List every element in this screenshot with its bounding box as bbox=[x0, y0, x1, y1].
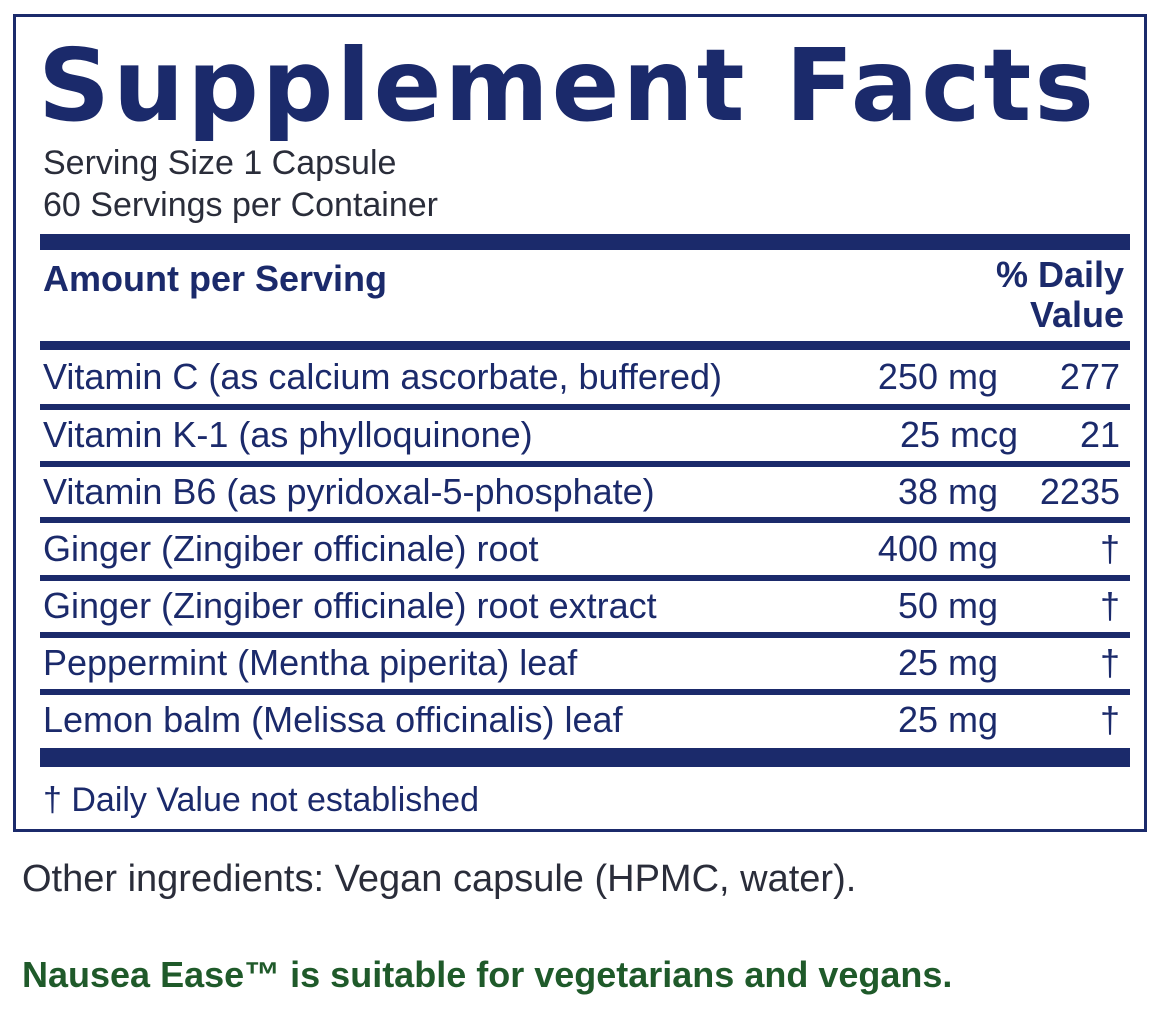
thick-divider-top bbox=[40, 234, 1130, 250]
nutrient-amount: 25 mg bbox=[897, 642, 998, 683]
daily-value-header-line1: % Daily bbox=[995, 254, 1124, 295]
row-divider bbox=[40, 632, 1130, 638]
daily-value-header-line2: Value bbox=[1029, 294, 1124, 335]
daily-value-header: % Daily Value bbox=[996, 255, 1124, 335]
nutrient-amount: 38 mg bbox=[897, 471, 998, 512]
nutrient-name: Peppermint (Mentha piperita) leaf bbox=[43, 642, 578, 683]
nutrient-amount: 25 mg bbox=[897, 699, 998, 740]
daily-value-footnote: † Daily Value not established bbox=[43, 781, 479, 819]
row-divider bbox=[40, 575, 1130, 581]
nutrient-daily-value: † bbox=[1099, 642, 1120, 683]
other-ingredients: Other ingredients: Vegan capsule (HPMC, … bbox=[22, 858, 857, 900]
nutrient-amount: 400 mg bbox=[877, 528, 998, 569]
nutrient-row: Vitamin B6 (as pyridoxal-5-phosphate) 38… bbox=[43, 467, 1120, 517]
nutrient-daily-value: 2235 bbox=[1039, 471, 1120, 512]
nutrient-name: Ginger (Zingiber officinale) root extrac… bbox=[43, 585, 657, 626]
nutrient-amount: 50 mg bbox=[897, 585, 998, 626]
nutrient-row: Vitamin K-1 (as phylloquinone) 25 mcg 21 bbox=[43, 410, 1120, 460]
nutrient-daily-value: † bbox=[1099, 528, 1120, 569]
nutrient-name: Vitamin K-1 (as phylloquinone) bbox=[43, 414, 533, 455]
panel-title: Supplement Facts bbox=[38, 27, 1097, 144]
nutrient-row: Ginger (Zingiber officinale) root extrac… bbox=[43, 581, 1120, 631]
nutrient-name: Ginger (Zingiber officinale) root bbox=[43, 528, 539, 569]
nutrient-amount: 25 mcg bbox=[899, 414, 1018, 455]
row-divider bbox=[40, 517, 1130, 523]
row-divider bbox=[40, 461, 1130, 467]
thick-divider-bottom bbox=[40, 748, 1130, 767]
nutrient-amount: 250 mg bbox=[877, 356, 998, 397]
amount-per-serving-header: Amount per Serving bbox=[43, 258, 388, 299]
nutrient-row: Lemon balm (Melissa officinalis) leaf 25… bbox=[43, 695, 1120, 745]
supplement-facts-panel: Supplement Facts Serving Size 1 Capsule … bbox=[13, 14, 1147, 832]
suitability-note: Nausea Ease™ is suitable for vegetarians… bbox=[22, 954, 953, 995]
nutrient-daily-value: 21 bbox=[1079, 414, 1120, 455]
nutrient-daily-value: † bbox=[1099, 585, 1120, 626]
row-divider bbox=[40, 689, 1130, 695]
nutrient-daily-value: † bbox=[1099, 699, 1120, 740]
medium-divider-header bbox=[40, 341, 1130, 350]
row-divider bbox=[40, 404, 1130, 410]
serving-size: Serving Size 1 Capsule bbox=[43, 144, 397, 182]
nutrient-daily-value: 277 bbox=[1059, 356, 1120, 397]
nutrient-name: Vitamin C (as calcium ascorbate, buffere… bbox=[43, 356, 722, 397]
nutrient-row: Peppermint (Mentha piperita) leaf 25 mg … bbox=[43, 638, 1120, 688]
servings-per-container: 60 Servings per Container bbox=[43, 186, 439, 224]
nutrient-name: Lemon balm (Melissa officinalis) leaf bbox=[43, 699, 623, 740]
nutrient-row: Vitamin C (as calcium ascorbate, buffere… bbox=[43, 352, 1120, 402]
nutrient-row: Ginger (Zingiber officinale) root 400 mg… bbox=[43, 524, 1120, 574]
nutrient-name: Vitamin B6 (as pyridoxal-5-phosphate) bbox=[43, 471, 655, 512]
